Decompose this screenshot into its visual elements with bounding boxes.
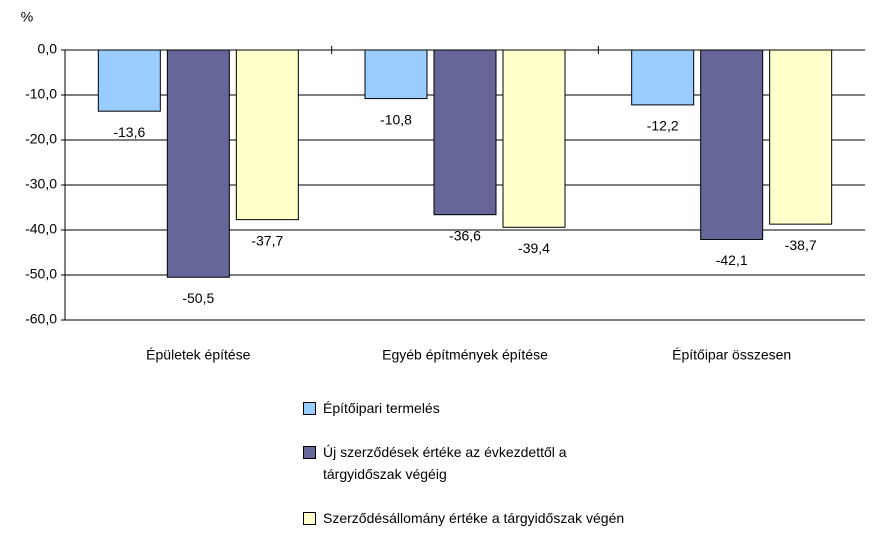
legend-item: Szerződésállomány értéke a tárgyidőszak …	[303, 507, 624, 529]
data-label: -10,8	[380, 111, 412, 127]
x-tick-label: Építőipar összesen	[672, 347, 791, 363]
legend-label: Szerződésállomány értéke a tárgyidőszak …	[323, 510, 625, 526]
data-label: -42,1	[716, 252, 748, 268]
y-tick-label: -20,0	[25, 131, 57, 147]
bar	[97, 49, 161, 112]
y-axis-label: %	[21, 9, 33, 25]
legend-swatch	[303, 402, 316, 415]
y-tick-label: -30,0	[25, 176, 57, 192]
data-label: -12,2	[647, 118, 679, 134]
bar	[364, 49, 428, 100]
data-label: -50,5	[182, 290, 214, 306]
data-label: -37,7	[251, 232, 283, 248]
x-tick-label: Épületek építése	[146, 347, 251, 363]
x-tick-label: Egyéb építmények építése	[382, 347, 548, 363]
bar	[502, 49, 566, 228]
bar	[166, 49, 230, 278]
y-tick-label: -10,0	[25, 86, 57, 102]
legend-swatch	[303, 512, 316, 525]
bar	[700, 49, 764, 240]
y-tick-label: -40,0	[25, 221, 57, 237]
y-tick-label: -60,0	[25, 311, 57, 327]
legend-swatch	[303, 446, 316, 459]
legend-item: Építőipari termelés	[303, 397, 624, 419]
legend: Építőipari termelés Új szerződések értéke…	[303, 397, 624, 551]
bar	[235, 49, 299, 221]
bar	[631, 49, 695, 106]
bar	[433, 49, 497, 216]
legend-label: Új szerződések értéke az évkezdettől a t…	[323, 444, 567, 482]
y-tick-label: -50,0	[25, 266, 57, 282]
legend-label: Építőipari termelés	[323, 400, 440, 416]
y-tick-label: 0,0	[38, 41, 58, 57]
data-label: -13,6	[113, 124, 145, 140]
legend-item: Új szerződések értéke az évkezdettől a t…	[303, 441, 593, 485]
data-label: -39,4	[518, 240, 550, 256]
data-label: -38,7	[785, 237, 817, 253]
data-label: -36,6	[449, 227, 481, 243]
bar	[769, 49, 833, 225]
